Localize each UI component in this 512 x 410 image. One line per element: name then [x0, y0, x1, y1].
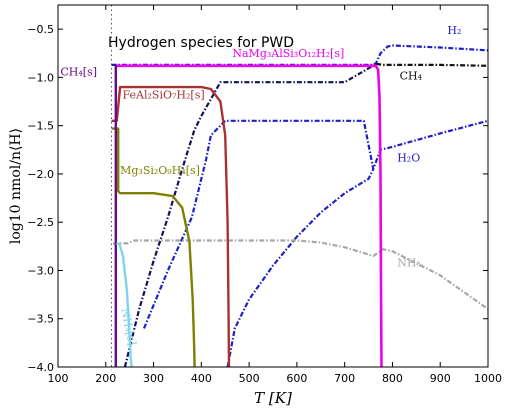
series-label-ch4-s: CH₄[s] [60, 65, 97, 78]
series-line-ch4 [376, 62, 488, 67]
series-label-namg3alsi3o12h2-s: NaMg₃AlSi₃O₁₂H₂[s] [232, 47, 344, 60]
y-tick-label: −2.5 [27, 216, 54, 229]
series-layer [111, 5, 488, 367]
x-axis-label: T [K] [254, 389, 292, 407]
series-label-nh3: NH₃ [397, 257, 421, 270]
series-label-nh4-s: NH₄[s] [118, 307, 139, 347]
y-tick-label: −2.0 [27, 168, 54, 181]
x-tick-label: 500 [239, 372, 260, 385]
series-line-h2o [142, 119, 488, 329]
labels-layer: H₂ CH₄ H₂O NH₃ NaMg₃AlSi₃O₁₂H₂[s] FeAl₂SiO₇H₂… [60, 24, 461, 347]
series-line-ch4-s-edge [123, 62, 377, 367]
x-tick-label: 300 [143, 372, 164, 385]
series-label-h2: H₂ [447, 24, 461, 37]
chart-title: Hydrogen species for PWD [108, 35, 294, 51]
y-tick-label: −4.0 [27, 361, 54, 374]
y-axis-label: log10 nmol/n⟨H⟩ [8, 128, 24, 244]
y-tick-label: −3.5 [27, 313, 54, 326]
series-label-h2o: H₂O [397, 151, 420, 164]
ticks-layer: 100 200 300 400 500 600 700 800 900 1000 −4.0 −3.5 −… [27, 5, 502, 385]
series-line-mg3si2o9h4-s [111, 127, 196, 367]
series-label-ch4: CH₄ [400, 69, 423, 82]
x-tick-label: 200 [95, 372, 116, 385]
x-tick-label: 600 [286, 372, 307, 385]
series-line-h2o-hot-branch [226, 168, 375, 367]
series-line-nh3 [112, 239, 488, 310]
series-label-mg3si2o9h4-s: Mg₃Si₂O₉H₄[s] [120, 164, 200, 177]
y-tick-label: −1.0 [27, 71, 54, 84]
x-tick-label: 100 [48, 372, 69, 385]
x-tick-label: 1000 [474, 372, 502, 385]
series-line-h2 [111, 44, 488, 66]
x-tick-label: 700 [334, 372, 355, 385]
series-line-nh4-s [116, 242, 133, 367]
series-line-ch4-s [114, 63, 117, 367]
series-label-feal2sio7h2-s: FeAl₂SiO₇H₂[s] [123, 89, 205, 102]
series-line-namg3alsi3o12h2-s [116, 64, 383, 367]
x-tick-label: 400 [191, 372, 212, 385]
x-tick-label: 800 [382, 372, 403, 385]
plot-frame [57, 4, 489, 368]
y-tick-label: −1.5 [27, 120, 54, 133]
x-tick-label: 900 [430, 372, 451, 385]
y-tick-label: −0.5 [27, 23, 54, 36]
y-tick-label: −3.0 [27, 264, 54, 277]
